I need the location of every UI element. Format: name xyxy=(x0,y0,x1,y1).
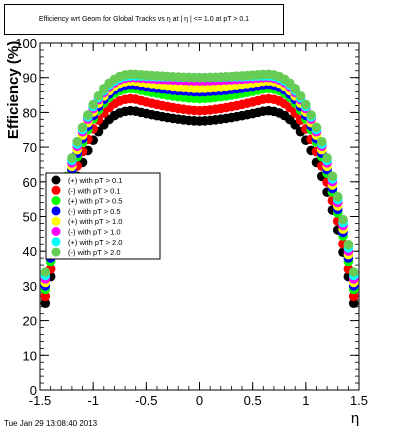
timestamp-footer: Tue Jan 29 13:08:40 2013 xyxy=(4,419,98,428)
data-point xyxy=(67,153,77,163)
y-tick-label: 20 xyxy=(23,314,37,329)
data-point xyxy=(40,291,51,302)
data-point xyxy=(311,122,322,133)
data-point xyxy=(295,91,306,101)
legend-marker xyxy=(51,216,61,226)
legend-marker xyxy=(51,185,61,195)
y-tick-label: 40 xyxy=(23,244,37,259)
data-point xyxy=(327,171,338,182)
data-point xyxy=(343,239,354,250)
legend-label: (-) with pT > 0.5 xyxy=(68,207,121,216)
data-point xyxy=(322,153,332,163)
data-point xyxy=(40,298,51,309)
y-tick-label: 60 xyxy=(23,175,37,190)
legend-label: (+) with pT > 1.0 xyxy=(68,217,122,226)
x-tick-label: 0.5 xyxy=(244,393,262,408)
y-tick-label: 10 xyxy=(23,348,37,363)
data-point xyxy=(40,267,51,277)
y-tick-label: 30 xyxy=(23,279,37,294)
legend-marker xyxy=(51,227,61,236)
x-tick-label: -1.5 xyxy=(29,393,51,408)
legend-marker xyxy=(51,247,61,257)
legend-label: (-) with pT > 0.1 xyxy=(68,186,121,195)
x-axis-title: η xyxy=(351,410,359,427)
x-tick-label: 1.5 xyxy=(350,393,368,408)
y-tick-label: 100 xyxy=(15,36,37,51)
data-point xyxy=(332,192,343,202)
y-tick-label: 90 xyxy=(23,71,37,86)
y-tick-label: 80 xyxy=(23,105,37,120)
data-point xyxy=(290,84,301,94)
data-point xyxy=(93,91,104,101)
legend-box xyxy=(45,172,161,260)
x-tick-label: 1 xyxy=(302,393,309,408)
x-tick-label: 0 xyxy=(196,393,203,408)
y-tick-label: 70 xyxy=(23,140,37,155)
data-point xyxy=(348,291,359,302)
legend-label: (-) with pT > 1.0 xyxy=(68,228,121,237)
data-point xyxy=(338,214,348,225)
legend-label: (-) with pT > 2.0 xyxy=(68,248,121,257)
data-point xyxy=(316,136,327,147)
data-point xyxy=(77,122,88,133)
legend-label: (+) with pT > 0.1 xyxy=(68,176,122,185)
chart-title: Efficiency wrt Geom for Global Tracks vs… xyxy=(4,4,284,35)
x-tick-label: -1 xyxy=(87,393,99,408)
legend-label: (+) with pT > 2.0 xyxy=(68,238,122,247)
data-point xyxy=(348,298,359,309)
data-point xyxy=(88,99,98,110)
data-point xyxy=(83,110,93,120)
legend-marker xyxy=(51,196,61,206)
x-tick-label: -0.5 xyxy=(135,393,157,408)
data-point xyxy=(301,99,311,110)
legend-label: (+) with pT > 0.5 xyxy=(68,197,122,206)
data-point xyxy=(72,136,83,147)
data-point xyxy=(348,267,359,277)
legend-marker xyxy=(51,237,61,247)
y-tick-label: 0 xyxy=(30,383,37,398)
legend-marker xyxy=(51,206,61,216)
legend-marker xyxy=(51,175,61,185)
data-point xyxy=(306,110,316,120)
y-axis-title: Efficiency (%) xyxy=(5,41,22,139)
y-tick-label: 50 xyxy=(23,210,37,225)
